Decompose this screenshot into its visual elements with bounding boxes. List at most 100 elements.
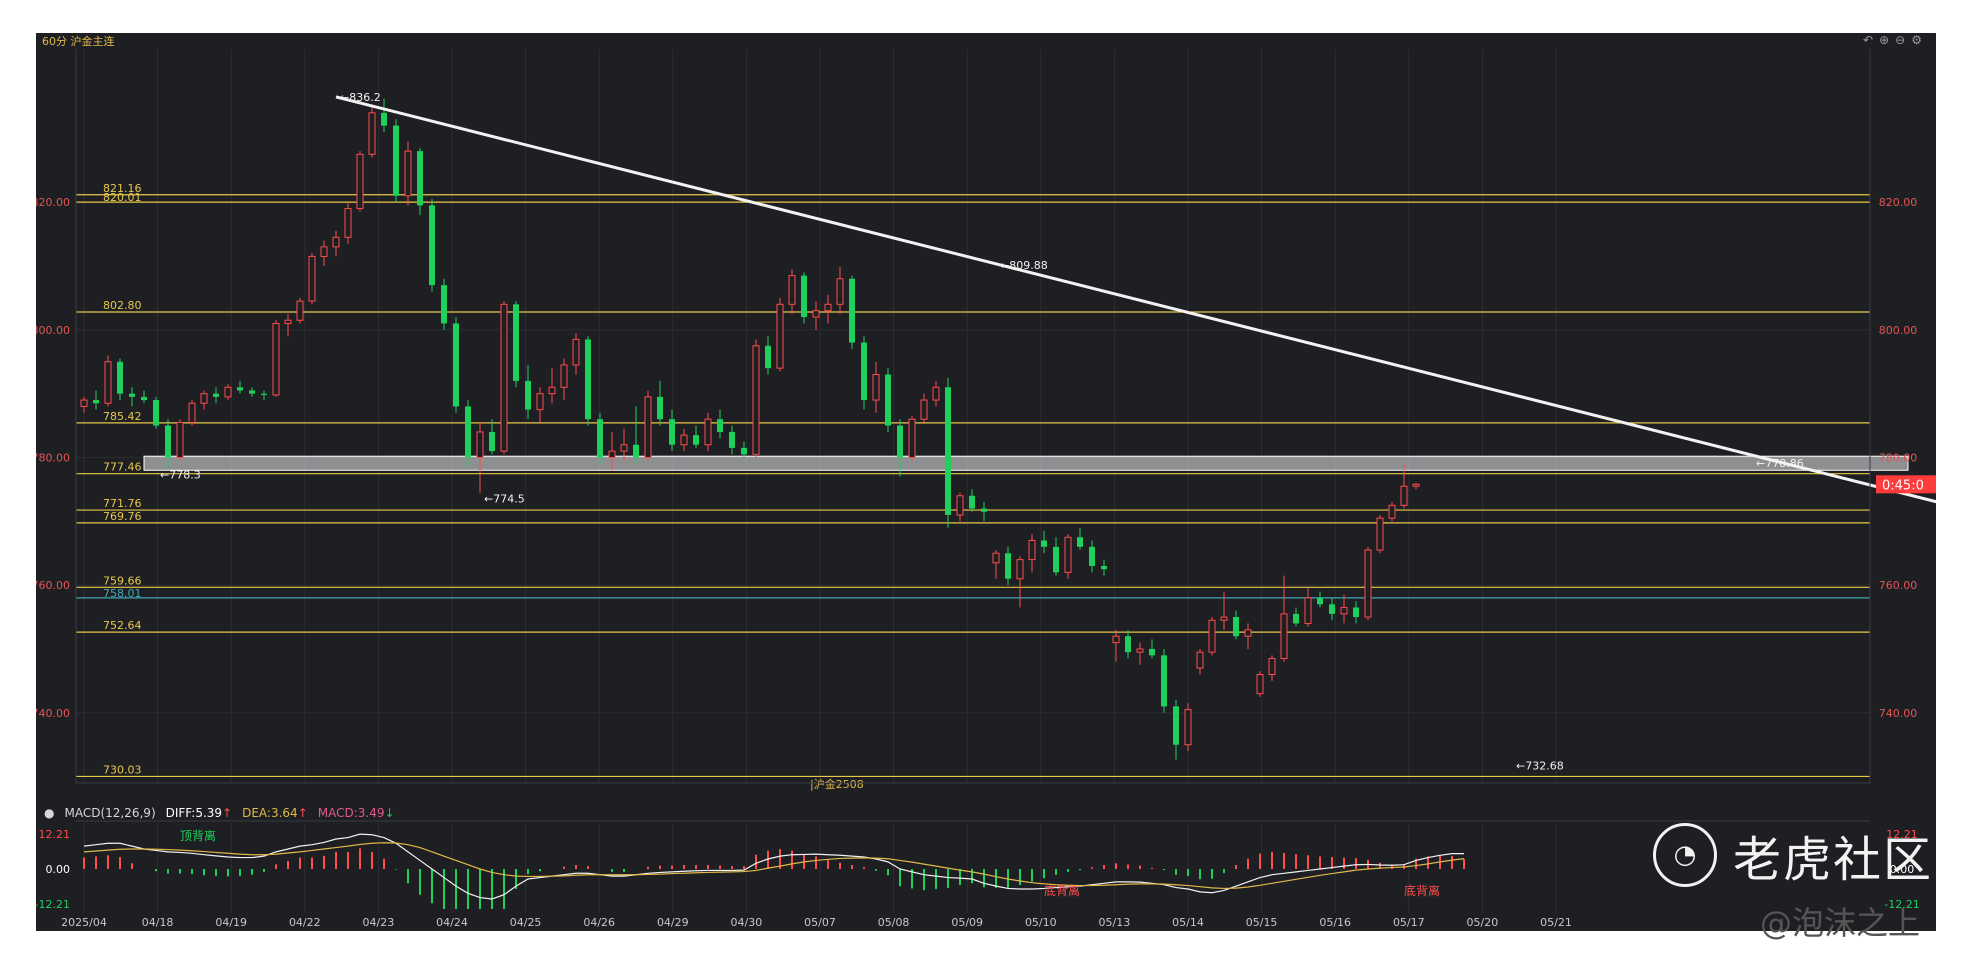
level-label: 730.03 <box>103 763 142 776</box>
candle-body <box>188 402 196 423</box>
x-tick-label: 05/10 <box>1025 916 1057 929</box>
candle-body <box>1064 536 1072 573</box>
x-tick-label: 05/15 <box>1246 916 1278 929</box>
candle-body <box>1400 485 1408 506</box>
level-label: 785.42 <box>103 410 142 423</box>
x-tick-label: 05/14 <box>1172 916 1204 929</box>
candle-body <box>320 246 328 257</box>
candle-body <box>1101 565 1107 570</box>
candle-body <box>404 150 412 197</box>
candle-body <box>429 205 435 286</box>
candle-body <box>1041 540 1047 547</box>
macd-divergence-tag: 底背离 <box>1044 883 1080 898</box>
candle-body <box>272 322 280 396</box>
candle-body <box>213 393 219 397</box>
macd-label: MACD(12,26,9) <box>64 806 156 820</box>
candle-body <box>1364 549 1372 618</box>
candle-body <box>117 361 123 394</box>
candle-body <box>1304 597 1312 624</box>
candle-body <box>1161 655 1167 707</box>
candle-body <box>1233 617 1239 637</box>
zoom-in-icon[interactable]: ⊕ <box>1879 33 1896 47</box>
candle-body <box>1412 483 1420 487</box>
watermark-author: @泡沫之上 <box>1760 904 1921 942</box>
level-label: 777.46 <box>103 461 142 474</box>
settings-icon[interactable]: ⚙ <box>1911 33 1928 47</box>
grid-lines <box>76 49 1870 913</box>
x-tick-label: 04/26 <box>583 916 615 929</box>
y-tick-label: 800.00 <box>36 324 70 337</box>
candle-body <box>1173 706 1179 745</box>
candle-body <box>693 435 699 445</box>
current-price-tag <box>1876 475 1936 494</box>
candle-body <box>417 151 423 206</box>
candle-body <box>1089 546 1095 566</box>
macd-y-tick: 0.00 <box>46 863 71 876</box>
candle-body <box>200 393 208 404</box>
candle-body <box>237 387 243 391</box>
axes: 2025/04 04/18 04/19 04/22 04/23 04/24 04/25 04/… <box>36 49 1917 929</box>
candle-body <box>849 278 855 343</box>
candle-body <box>920 399 928 420</box>
candle-body <box>284 319 292 324</box>
candle-body <box>1005 553 1011 579</box>
x-tick-label: 04/25 <box>510 916 542 929</box>
x-tick-label: 04/30 <box>731 916 763 929</box>
candle-body <box>1053 546 1059 573</box>
chart-frame: 60分 沪金主连 ↶⊕⊖⚙ 821.16 820.01 802.80 785.42 77… <box>36 33 1936 931</box>
candle-body <box>1376 517 1384 551</box>
undo-icon[interactable]: ↶ <box>1863 33 1880 47</box>
candle-body <box>572 338 580 366</box>
y-tick-label: 820.00 <box>36 196 70 209</box>
arrow-down-icon: ↓ <box>384 806 395 820</box>
macd-visibility-icon[interactable]: ● <box>44 806 55 820</box>
candle-body <box>704 418 712 446</box>
candle-body <box>1196 651 1204 669</box>
price-annotation: ←778.3 <box>160 468 201 481</box>
candle-body <box>344 208 352 238</box>
candle-body <box>765 345 771 369</box>
candle-body <box>644 396 652 458</box>
x-tick-label: 04/18 <box>142 916 174 929</box>
candle-body <box>885 374 891 426</box>
candle-body <box>1149 648 1155 656</box>
candle-body <box>500 303 508 452</box>
candle-body <box>1220 616 1228 621</box>
candle-body <box>1208 619 1216 653</box>
tiger-logo-icon: ◔ <box>1653 823 1717 887</box>
candle-body <box>129 393 135 397</box>
x-tick-label: 04/19 <box>215 916 247 929</box>
candle-body <box>381 112 387 126</box>
candle-body <box>717 419 723 432</box>
candle-body <box>165 425 171 458</box>
y-tick-label-right: 800.00 <box>1879 324 1918 337</box>
candle-body <box>680 434 688 446</box>
zoom-out-icon[interactable]: ⊖ <box>1895 33 1912 47</box>
trendline-line <box>335 95 1936 504</box>
candle-body <box>812 310 820 318</box>
candle-body <box>1256 673 1264 695</box>
candle-body <box>332 236 340 248</box>
resistance-zone <box>143 455 1909 471</box>
candle-body <box>945 387 951 515</box>
macd-header: ● MACD(12,26,9) DIFF:5.39↑ DEA:3.64↑ MAC… <box>44 806 395 820</box>
candle-body <box>525 380 531 410</box>
candle-body <box>861 342 867 401</box>
candle-body <box>296 300 304 321</box>
macd-y-tick-right: 0.00 <box>1890 863 1915 876</box>
candle-body <box>224 386 232 398</box>
candle-body <box>153 400 159 426</box>
candle-body <box>1125 636 1131 653</box>
level-label: 769.76 <box>103 510 142 523</box>
candle-body <box>752 345 760 455</box>
candle-body <box>981 508 987 512</box>
x-tick-label: 2025/04 <box>61 916 107 929</box>
candle-body <box>897 425 903 458</box>
chart-title: 60分 沪金主连 <box>42 35 115 48</box>
chart-toolbar[interactable]: ↶⊕⊖⚙ <box>1863 33 1928 47</box>
arrow-up-icon: ↑ <box>297 806 308 820</box>
level-label: 752.64 <box>103 619 142 632</box>
level-label: 759.66 <box>103 574 142 587</box>
